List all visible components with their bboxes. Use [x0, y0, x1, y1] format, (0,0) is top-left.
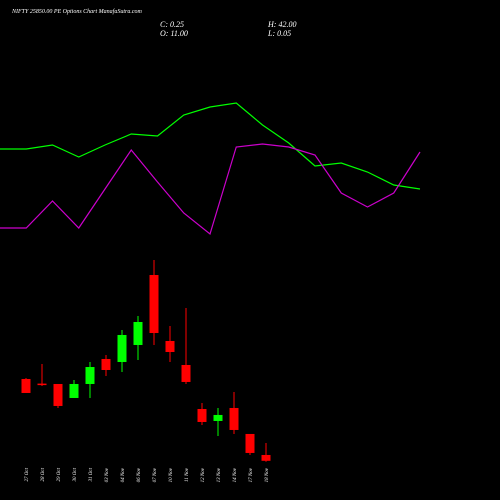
indicator-line [0, 102, 421, 190]
candle-body [37, 383, 47, 386]
x-tick-label: 29 Oct [57, 467, 62, 481]
stat-close: C: 0.25 [160, 20, 184, 29]
x-tick-label: 06 Nov [137, 467, 142, 482]
x-tick-label: 10 Nov [169, 467, 174, 482]
candle-body [197, 408, 207, 422]
candle-body [53, 383, 63, 406]
x-tick-label: 17 Nov [249, 467, 254, 482]
x-tick-label: 14 Nov [233, 467, 238, 482]
stat-high: H: 42.00 [267, 20, 296, 29]
candle-body [181, 364, 191, 382]
chart-title: NIFTY 25850.00 PE Options Chart ManafaSu… [11, 8, 143, 15]
stat-low: L: 0.05 [267, 29, 291, 38]
candle-body [261, 454, 271, 461]
candle-body [101, 358, 111, 370]
candle-body [69, 383, 79, 398]
x-tick-label: 31 Oct [89, 467, 94, 481]
x-tick-label: 12 Nov [201, 467, 206, 482]
candle-body [21, 378, 31, 393]
candle-body [85, 367, 95, 384]
x-tick-label: 07 Nov [153, 467, 158, 482]
x-tick-label: 11 Nov [185, 467, 190, 482]
x-tick-label: 30 Oct [73, 467, 78, 481]
x-tick-label: 04 Nov [121, 467, 126, 482]
candle-body [165, 340, 175, 353]
indicator-line [0, 143, 421, 236]
stat-open: O: 11.00 [160, 29, 188, 38]
x-tick-label: 18 Nov [265, 467, 270, 482]
candle-body [245, 433, 255, 453]
candle-body [213, 414, 223, 421]
candle-body [117, 334, 127, 363]
x-tick-label: 03 Nov [105, 467, 110, 482]
candle-body [133, 321, 143, 345]
candle-body [229, 407, 239, 430]
x-tick-label: 27 Oct [25, 467, 30, 481]
x-tick-label: 13 Nov [217, 467, 222, 482]
candle-body [149, 275, 159, 334]
x-tick-label: 28 Oct [41, 467, 46, 481]
